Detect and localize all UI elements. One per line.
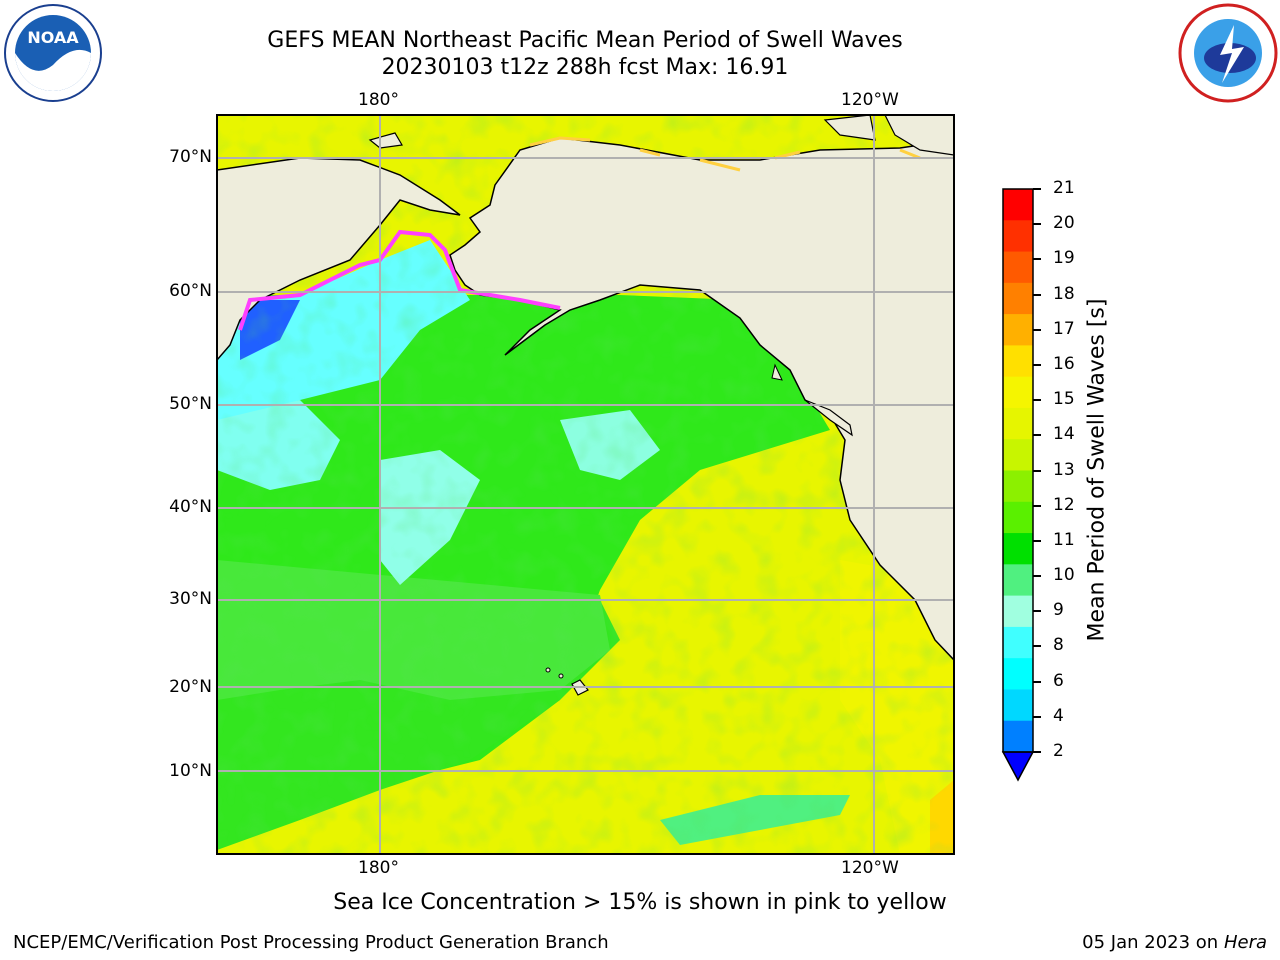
lat-label-60n: 60°N — [169, 281, 212, 301]
colorbar-cell — [1003, 282, 1033, 315]
colorbar-cell — [1003, 533, 1033, 565]
colorbar-tick-mark — [1033, 328, 1041, 331]
map-frame — [216, 114, 955, 855]
colorbar-tick-mark — [1033, 610, 1041, 613]
colorbar-tick-label: 21 — [1053, 178, 1075, 198]
map-gridlines — [217, 115, 954, 854]
colorbar-tick-label: 9 — [1053, 600, 1064, 621]
colorbar-tick-mark — [1033, 575, 1041, 578]
colorbar-cell — [1003, 689, 1033, 722]
colorbar-tick-label: 6 — [1053, 670, 1064, 691]
noaa-logo: NOAA — [4, 4, 102, 102]
footer-host: Hera — [1223, 932, 1267, 953]
colorbar-cell — [1003, 251, 1033, 284]
colorbar-tick-mark — [1033, 434, 1041, 437]
colorbar-cell — [1003, 407, 1033, 440]
colorbar-tick-label: 16 — [1053, 353, 1075, 374]
colorbar-cell — [1003, 626, 1033, 659]
colorbar-cell — [1003, 439, 1033, 471]
chart-subtitle: 20230103 t12z 288h fcst Max: 16.91 — [381, 55, 789, 80]
colorbar-tick-label: 20 — [1053, 213, 1075, 234]
colorbar-label: Mean Period of Swell Waves [s] — [1084, 298, 1110, 642]
colorbar-tick-label: 2 — [1053, 741, 1064, 761]
colorbar — [1001, 188, 1035, 782]
colorbar-cell — [1003, 564, 1033, 597]
lat-label-30n: 30°N — [169, 589, 212, 609]
nws-logo — [1178, 3, 1278, 103]
lon-label-bottom-120w: 120°W — [841, 858, 899, 878]
colorbar-tick-label: 18 — [1053, 283, 1075, 304]
lat-label-10n: 10°N — [169, 761, 212, 781]
chart-title: GEFS MEAN Northeast Pacific Mean Period … — [267, 28, 903, 53]
colorbar-tick-label: 19 — [1053, 248, 1075, 269]
svg-text:NOAA: NOAA — [27, 28, 79, 47]
colorbar-tick-mark — [1033, 645, 1041, 648]
colorbar-tick-label: 13 — [1053, 459, 1075, 480]
lat-label-70n: 70°N — [169, 147, 212, 167]
colorbar-cell — [1003, 470, 1033, 503]
footer-date: 05 Jan 2023 on — [1082, 932, 1224, 953]
colorbar-cell — [1003, 720, 1033, 753]
colorbar-cell — [1003, 345, 1033, 378]
colorbar-tick-label: 14 — [1053, 424, 1075, 445]
colorbar-tick-mark — [1033, 539, 1041, 542]
colorbar-tick-label: 11 — [1053, 529, 1075, 550]
lat-label-50n: 50°N — [169, 394, 212, 414]
footer-left: NCEP/EMC/Verification Post Processing Pr… — [13, 932, 609, 953]
colorbar-under-arrow — [1001, 751, 1035, 782]
lon-label-top-120w: 120°W — [841, 90, 899, 110]
colorbar-tick-label: 15 — [1053, 389, 1075, 410]
sea-ice-note: Sea Ice Concentration > 15% is shown in … — [333, 890, 947, 915]
colorbar-cell — [1003, 376, 1033, 409]
colorbar-tick-label: 12 — [1053, 494, 1075, 515]
lon-label-bottom-180: 180° — [358, 858, 399, 878]
colorbar-tick-label: 8 — [1053, 635, 1064, 656]
lat-label-20n: 20°N — [169, 677, 212, 697]
colorbar-tick-mark — [1033, 258, 1041, 261]
colorbar-tick-mark — [1033, 399, 1041, 402]
lon-label-top-180: 180° — [358, 90, 399, 110]
colorbar-tick-label: 17 — [1053, 318, 1075, 339]
colorbar-tick-mark — [1033, 223, 1041, 226]
lat-label-40n: 40°N — [169, 497, 212, 517]
colorbar-tick-label: 4 — [1053, 705, 1064, 726]
colorbar-cell — [1003, 658, 1033, 690]
colorbar-cell — [1003, 220, 1033, 253]
colorbar-tick-mark — [1033, 715, 1041, 718]
colorbar-tick-mark — [1033, 680, 1041, 683]
colorbar-tick-mark — [1033, 363, 1041, 366]
colorbar-tick-label: 10 — [1053, 565, 1075, 586]
colorbar-tick-mark — [1033, 188, 1041, 190]
footer-right: 05 Jan 2023 on Hera — [1082, 932, 1267, 953]
colorbar-tick-mark — [1033, 751, 1041, 753]
colorbar-cell — [1003, 595, 1033, 628]
colorbar-cell — [1003, 314, 1033, 346]
colorbar-tick-mark — [1033, 293, 1041, 296]
colorbar-cell — [1003, 501, 1033, 534]
colorbar-tick-mark — [1033, 504, 1041, 507]
colorbar-tick-mark — [1033, 469, 1041, 472]
colorbar-cell — [1003, 189, 1033, 221]
north-america-land — [449, 137, 954, 662]
